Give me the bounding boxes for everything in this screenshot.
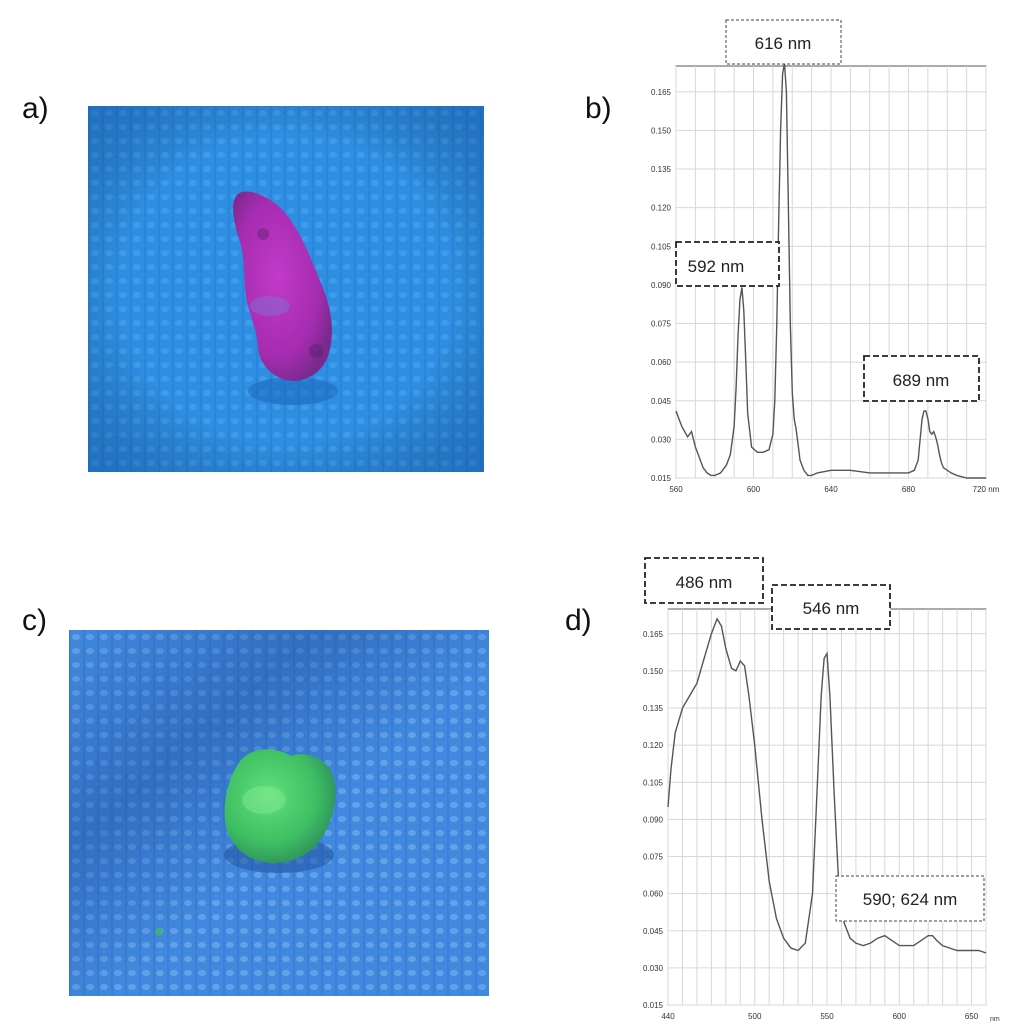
y-tick-label: 0.165 (643, 630, 664, 639)
x-tick-label: 560 (669, 485, 683, 494)
x-tick-label: 650 (965, 1012, 979, 1021)
callout-box-616 (725, 19, 842, 65)
y-tick-label: 0.090 (651, 281, 672, 290)
x-tick-label: 680 (902, 485, 916, 494)
x-unit-label: nm (990, 1016, 1000, 1023)
y-tick-label: 0.030 (643, 964, 664, 973)
callout-590-624: 590; 624 nm (863, 890, 958, 909)
magenta-specimen (233, 191, 332, 381)
callout-592: 592 nm (688, 257, 745, 276)
y-tick-label: 0.090 (643, 815, 664, 824)
y-tick-label: 0.015 (651, 474, 672, 483)
specimen-photo-a (88, 106, 484, 472)
callout-689: 689 nm (893, 371, 950, 390)
callout-box-590-624 (835, 875, 985, 922)
y-tick-label: 0.120 (651, 204, 672, 213)
y-tick-label: 0.060 (651, 358, 672, 367)
callout-box-592 (675, 241, 780, 287)
panel-label-a: a) (22, 92, 49, 125)
green-specimen (224, 749, 336, 864)
callout-546: 546 nm (803, 599, 860, 618)
callout-box-486 (644, 557, 764, 604)
y-tick-label: 0.045 (643, 927, 664, 936)
y-tick-label: 0.150 (643, 667, 664, 676)
y-tick-label: 0.150 (651, 126, 672, 135)
callout-box-689 (863, 355, 980, 402)
y-tick-label: 0.135 (643, 704, 664, 713)
panel-label-c: c) (22, 604, 47, 637)
x-tick-label: 440 (661, 1012, 675, 1021)
panel-label-d: d) (565, 604, 592, 637)
y-tick-label: 0.165 (651, 88, 672, 97)
y-tick-label: 0.075 (651, 320, 672, 329)
callout-box-546 (771, 584, 891, 630)
x-tick-label: 640 (824, 485, 838, 494)
y-tick-label: 0.135 (651, 165, 672, 174)
specimen-photo-c (69, 630, 489, 996)
series-line-d (667, 617, 987, 954)
series-line-b (675, 63, 986, 479)
callout-616: 616 nm (755, 34, 812, 53)
y-tick-label: 0.075 (643, 853, 664, 862)
x-tick-label: 550 (820, 1012, 834, 1021)
y-tick-label: 0.105 (651, 242, 672, 251)
panel-label-b: b) (585, 92, 612, 125)
x-tick-label: 600 (893, 1012, 907, 1021)
y-tick-label: 0.015 (643, 1001, 664, 1010)
y-tick-label: 0.045 (651, 397, 672, 406)
y-tick-label: 0.030 (651, 435, 672, 444)
x-tick-label: 600 (747, 485, 761, 494)
y-tick-label: 0.120 (643, 741, 664, 750)
x-tick-label: 720 nm (973, 485, 1000, 494)
y-tick-label: 0.060 (643, 890, 664, 899)
callout-486: 486 nm (676, 573, 733, 592)
y-tick-label: 0.105 (643, 778, 664, 787)
x-tick-label: 500 (748, 1012, 762, 1021)
